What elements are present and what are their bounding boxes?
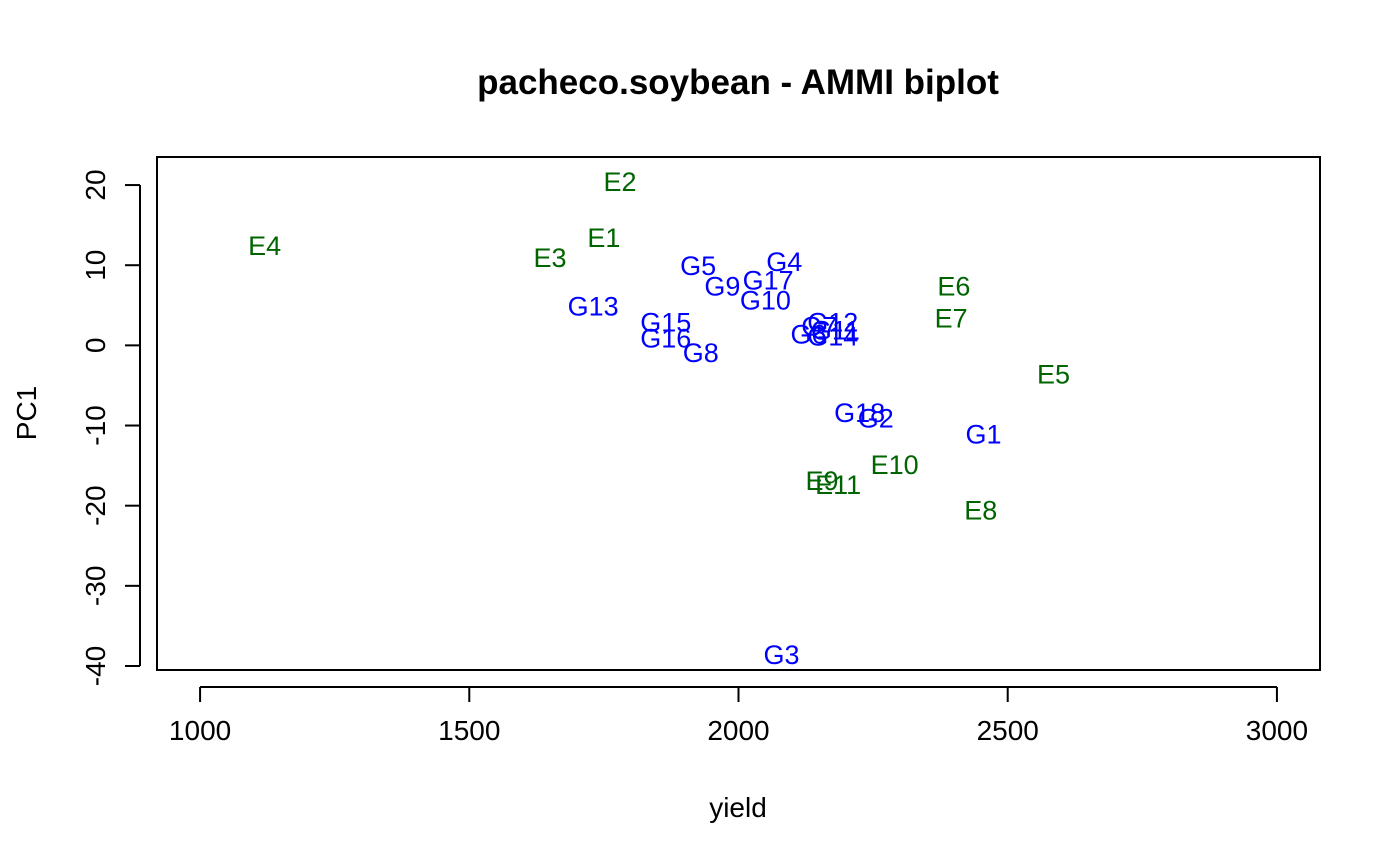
point-label-g6: G6 (790, 319, 826, 349)
y-tick-label: -30 (80, 566, 111, 606)
point-label-e2: E2 (604, 167, 637, 197)
point-label-e4: E4 (248, 231, 281, 261)
point-label-e1: E1 (587, 223, 620, 253)
x-axis-label: yield (709, 792, 767, 823)
point-label-e7: E7 (935, 303, 968, 333)
point-label-e11: E11 (815, 470, 861, 500)
y-tick-label: 0 (80, 338, 111, 354)
point-label-g14: G14 (807, 322, 858, 352)
point-label-g18: G18 (834, 398, 885, 428)
point-label-g12: G12 (807, 307, 858, 337)
point-label-g5: G5 (680, 251, 716, 281)
y-tick-label: -20 (80, 485, 111, 525)
point-label-e8: E8 (964, 496, 997, 526)
x-tick-label: 3000 (1246, 715, 1308, 746)
x-tick-label: 1500 (438, 715, 500, 746)
point-label-e10: E10 (871, 450, 919, 480)
point-label-g16: G16 (640, 323, 691, 353)
point-label-g17: G17 (743, 266, 794, 296)
x-tick-label: 2500 (977, 715, 1039, 746)
point-label-e3: E3 (534, 243, 567, 273)
point-label-g1: G1 (965, 420, 1001, 450)
y-axis: -40 -30 -20 -10 0 10 20 (80, 169, 141, 686)
point-label-g3: G3 (764, 640, 800, 670)
point-label-g15: G15 (640, 307, 691, 337)
point-label-g8: G8 (683, 338, 719, 368)
y-tick-label: 20 (80, 169, 111, 200)
point-label-g13: G13 (568, 291, 619, 321)
point-label-g2: G2 (858, 404, 894, 434)
x-tick-label: 2000 (707, 715, 769, 746)
x-axis: 1000 1500 2000 2500 3000 (169, 686, 1308, 746)
point-label-g4: G4 (766, 247, 802, 277)
point-label-g11: G11 (811, 315, 860, 345)
point-label-g10: G10 (740, 286, 791, 316)
y-axis-label: PC1 (11, 386, 42, 440)
point-label-e9: E9 (805, 466, 838, 496)
y-tick-label: -10 (80, 405, 111, 445)
y-tick-label: -40 (80, 646, 111, 686)
point-label-g7: G7 (801, 311, 837, 341)
chart-title: pacheco.soybean - AMMI biplot (477, 63, 999, 102)
x-tick-label: 1000 (169, 715, 231, 746)
point-label-g9: G9 (704, 271, 740, 301)
y-tick-label: 10 (80, 250, 111, 281)
point-label-e5: E5 (1037, 359, 1070, 389)
plot-area-frame (156, 156, 1321, 671)
point-label-e6: E6 (937, 271, 970, 301)
